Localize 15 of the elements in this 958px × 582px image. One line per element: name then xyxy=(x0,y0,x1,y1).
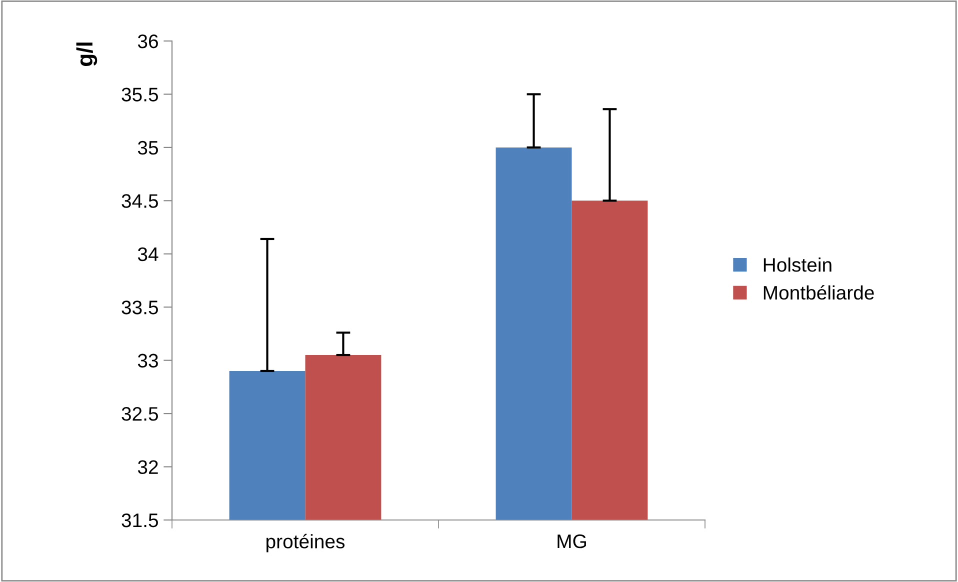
y-tick-label: 31.5 xyxy=(122,513,158,528)
x-tick-label: MG xyxy=(558,534,586,548)
y-tick-label: 32 xyxy=(138,460,158,474)
legend-label: Holstein xyxy=(764,258,832,272)
legend-label: Montbéliarde xyxy=(764,285,874,300)
y-tick-label: 34.5 xyxy=(122,194,158,208)
y-tick-label: 36 xyxy=(138,34,158,48)
y-tick-label: 32.5 xyxy=(122,407,158,421)
y-tick-label: 33 xyxy=(138,354,158,368)
y-axis-title: g/l xyxy=(76,42,98,66)
y-tick-label: 34 xyxy=(138,247,158,262)
y-tick-label: 35 xyxy=(138,140,158,155)
y-tick-label: 33.5 xyxy=(122,300,158,314)
y-tick-label: 35.5 xyxy=(122,88,158,102)
x-tick-label: protéines xyxy=(266,534,345,552)
